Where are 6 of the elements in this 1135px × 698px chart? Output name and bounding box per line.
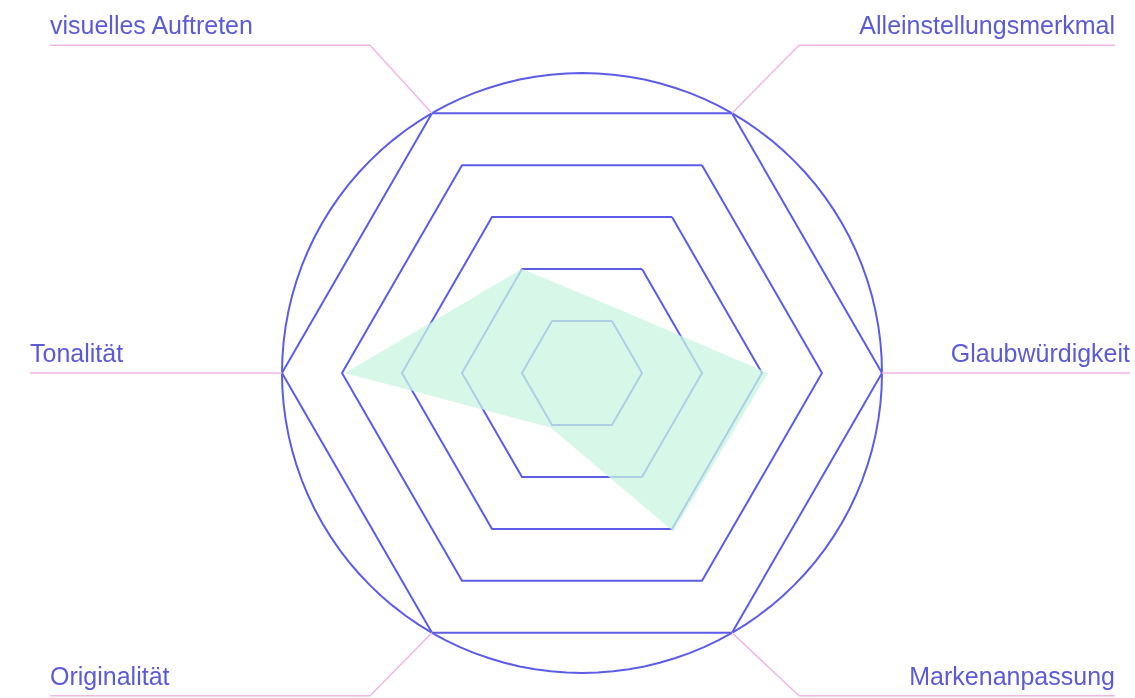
spoke-label: Originalität (50, 661, 170, 690)
spoke-label: Markenanpassung (909, 661, 1115, 690)
spoke-label: Glaubwürdigkeit (950, 339, 1131, 367)
spoke-label: visuelles Auftreten (50, 11, 253, 40)
spoke-label: Tonalität (30, 339, 124, 367)
spoke-label: Alleinstellungsmerkmal (859, 11, 1115, 40)
